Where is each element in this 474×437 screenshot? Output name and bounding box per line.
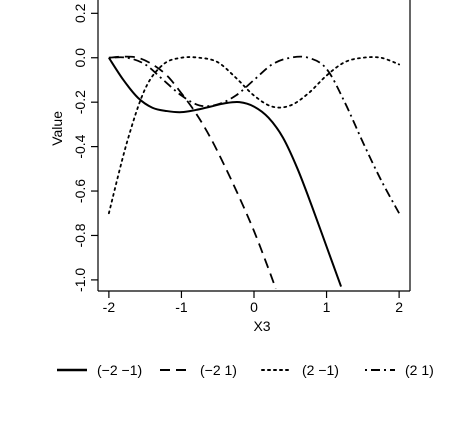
y-tick-label: 0.0: [72, 48, 88, 68]
legend-label: (−2 1): [200, 362, 237, 378]
y-tick-label: -1.0: [72, 268, 88, 292]
plot-area: [107, 55, 401, 290]
x-tick-label: -1: [175, 299, 188, 315]
y-tick-label: 0.2: [72, 3, 88, 23]
x-tick-label: -2: [103, 299, 116, 315]
legend: (−2 −1) (−2 1) (2 −1) (2 1): [57, 362, 434, 378]
y-tick-label: -0.6: [72, 179, 88, 203]
y-tick-label: -0.2: [72, 90, 88, 114]
series-2-neg1-line: [107, 56, 401, 215]
series-neg2-1-line: [108, 55, 277, 290]
legend-item: (2 1): [365, 362, 434, 378]
legend-label: (2 −1): [302, 362, 339, 378]
legend-item: (−2 1): [160, 362, 237, 378]
x-axis-label: X3: [253, 318, 270, 334]
y-axis-label: Value: [49, 111, 65, 146]
legend-label: (2 1): [405, 362, 434, 378]
x-tick-label: 0: [250, 299, 258, 315]
legend-label: (−2 −1): [97, 362, 142, 378]
x-tick-label: 1: [323, 299, 331, 315]
x-tick-label: 2: [395, 299, 403, 315]
legend-item: (−2 −1): [57, 362, 142, 378]
series-2-1-line: [108, 55, 400, 214]
y-tick-label: -0.4: [72, 134, 88, 158]
y-tick-label: -0.8: [72, 223, 88, 247]
legend-item: (2 −1): [261, 362, 339, 378]
series-neg2-neg1-line: [108, 57, 343, 287]
axes: -2 -1 0 1 2 0.2 0.0 -0.2 -0.4 -0.6 -0.8 -1.0 X3 Value: [49, 0, 411, 334]
